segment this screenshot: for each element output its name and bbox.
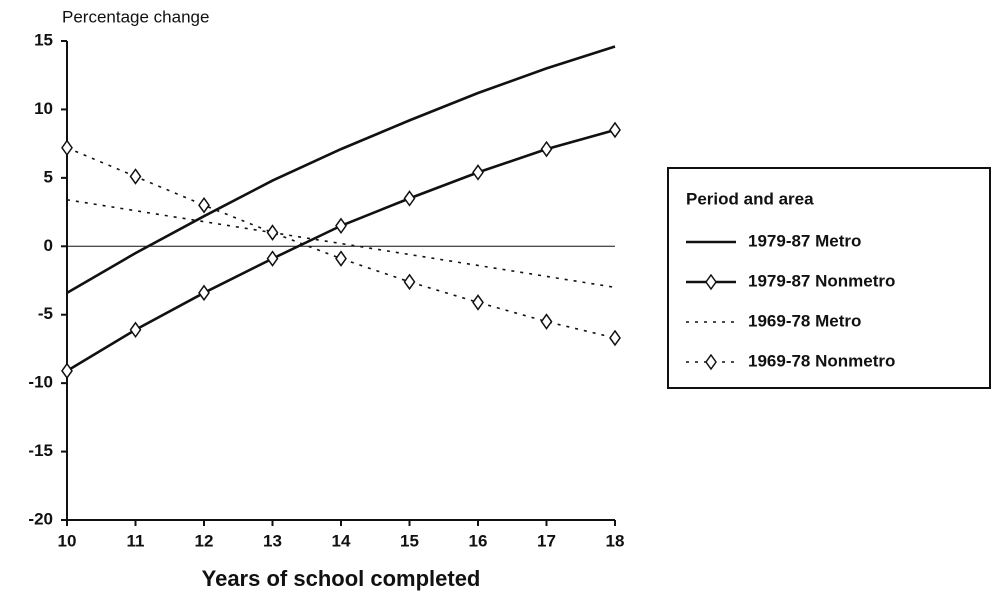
marker bbox=[540, 313, 553, 330]
marker bbox=[335, 217, 347, 235]
legend-marker bbox=[705, 273, 717, 291]
x-tick-label: 11 bbox=[127, 531, 145, 550]
x-tick-label: 16 bbox=[469, 531, 488, 550]
y-tick-label: 10 bbox=[34, 99, 53, 118]
y-tick-label: -5 bbox=[38, 304, 53, 323]
marker bbox=[540, 140, 553, 158]
x-tick-label: 14 bbox=[332, 531, 351, 550]
legend-marker bbox=[705, 353, 717, 371]
y-tick-label: 5 bbox=[44, 167, 53, 186]
legend-label: 1969-78 Metro bbox=[748, 311, 861, 330]
x-tick-label: 18 bbox=[606, 531, 625, 550]
legend-label: 1979-87 Nonmetro bbox=[748, 271, 895, 290]
marker bbox=[266, 224, 279, 241]
y-tick-label: -20 bbox=[28, 509, 53, 528]
marker bbox=[403, 190, 416, 207]
legend-box bbox=[667, 167, 991, 389]
x-tick-label: 10 bbox=[58, 531, 77, 550]
marker bbox=[609, 329, 621, 347]
legend-title: Period and area bbox=[686, 189, 814, 208]
series-line bbox=[66, 147, 616, 339]
marker bbox=[403, 273, 416, 291]
series-line bbox=[66, 45, 616, 294]
x-tick-label: 15 bbox=[400, 531, 419, 550]
marker bbox=[609, 121, 621, 139]
marker bbox=[198, 196, 210, 214]
marker bbox=[198, 284, 210, 302]
marker bbox=[61, 362, 73, 380]
marker bbox=[472, 164, 484, 181]
y-tick-label: -10 bbox=[28, 373, 53, 392]
y-tick-label: -15 bbox=[28, 441, 53, 460]
legend-label: 1979-87 Metro bbox=[748, 231, 861, 250]
marker bbox=[335, 250, 347, 267]
marker bbox=[129, 168, 142, 185]
legend-label: 1969-78 Nonmetro bbox=[748, 351, 895, 370]
marker bbox=[129, 321, 142, 339]
marker bbox=[266, 250, 279, 267]
marker bbox=[61, 139, 73, 157]
x-tick-label: 13 bbox=[263, 531, 282, 550]
y-tick-label: 15 bbox=[34, 30, 53, 49]
y-tick-label: 0 bbox=[44, 236, 53, 255]
series-line bbox=[66, 198, 616, 289]
y-axis-label: Percentage change bbox=[62, 7, 209, 26]
x-axis-label: Years of school completed bbox=[202, 566, 481, 591]
x-tick-label: 17 bbox=[537, 531, 556, 550]
marker bbox=[472, 294, 484, 311]
x-tick-label: 12 bbox=[195, 531, 214, 550]
